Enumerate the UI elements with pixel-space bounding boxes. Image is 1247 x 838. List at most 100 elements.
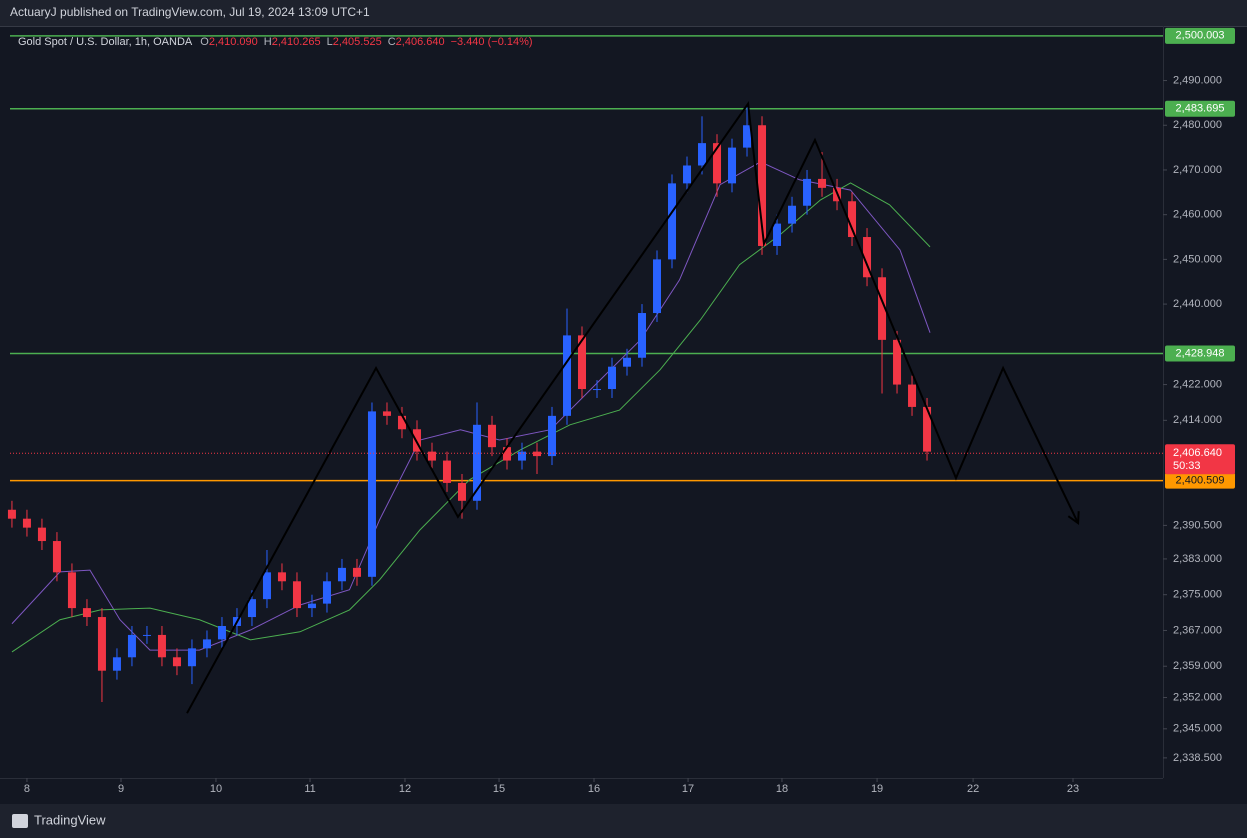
brand-logo <box>12 814 28 828</box>
candle-body <box>487 424 496 448</box>
legend-key: O <box>200 36 209 48</box>
candle-body <box>37 527 46 542</box>
legend-key: L <box>327 36 333 48</box>
candle-body <box>22 518 31 528</box>
candle-body <box>908 384 917 407</box>
candle-body <box>397 415 406 430</box>
candle-body <box>593 389 602 391</box>
y-tick-label: 2,450.000 <box>1173 253 1222 265</box>
x-tick-label: 10 <box>210 783 222 795</box>
level-label-box <box>1165 27 1235 44</box>
legend-value: 2,410.265 <box>272 36 321 48</box>
level-label-box <box>1165 345 1235 362</box>
candle-body <box>142 634 151 636</box>
legend-value: 2,406.640 <box>396 36 445 48</box>
candle-body <box>307 603 316 609</box>
candle-body <box>623 357 632 367</box>
candle-body <box>683 165 692 184</box>
candle-body <box>202 639 211 649</box>
legend-symbol: Gold Spot / U.S. Dollar, 1h, OANDA <box>18 36 193 48</box>
candle-body <box>187 648 196 667</box>
legend-value: 2,410.090 <box>209 36 258 48</box>
candle-body <box>893 339 902 385</box>
x-tick-label: 9 <box>118 783 124 795</box>
candle-body <box>517 451 526 461</box>
y-tick-label: 2,375.000 <box>1173 589 1222 601</box>
candle-body <box>112 657 121 671</box>
candle-body <box>668 183 677 260</box>
x-tick-label: 16 <box>588 783 600 795</box>
legend-key: H <box>264 36 272 48</box>
candle-body <box>923 406 932 452</box>
candle-body <box>638 313 647 358</box>
legend-change: −3.440 (−0.14%) <box>451 36 533 48</box>
candle-body <box>97 617 106 671</box>
candle-body <box>382 411 391 416</box>
candle-body <box>247 599 256 618</box>
candle-body <box>878 277 887 340</box>
y-tick-label: 2,383.000 <box>1173 553 1222 565</box>
candle-body <box>788 205 797 224</box>
level-label-box <box>1165 472 1235 489</box>
candle-body <box>562 335 571 416</box>
x-tick-label: 15 <box>493 783 505 795</box>
candle-body <box>127 634 136 658</box>
x-tick-label: 17 <box>682 783 694 795</box>
level-label: 2,500.003 <box>1176 30 1225 42</box>
candle-body <box>743 125 752 148</box>
candle-body <box>52 541 61 573</box>
moving-average <box>11 161 931 651</box>
y-tick-label: 2,352.000 <box>1173 691 1222 703</box>
y-tick-label: 2,414.000 <box>1173 414 1222 426</box>
publisher: ActuaryJ published on TradingView.com, J… <box>10 5 370 19</box>
y-tick-label: 2,480.000 <box>1173 119 1222 131</box>
candle-body <box>172 657 181 667</box>
x-tick-label: 11 <box>304 783 315 795</box>
candle-body <box>608 366 617 390</box>
candle-body <box>277 572 286 582</box>
candle-body <box>577 335 586 390</box>
y-tick-label: 2,422.000 <box>1173 378 1222 390</box>
candle-body <box>773 223 782 246</box>
candle-body <box>698 143 707 166</box>
candle-body <box>803 178 812 206</box>
candle-body <box>67 572 76 609</box>
plot <box>7 35 1163 714</box>
chart-area <box>0 26 1247 804</box>
candle-body <box>337 567 346 582</box>
candle-body <box>848 201 857 238</box>
y-tick-label: 2,460.000 <box>1173 209 1222 221</box>
last-price-label: 2,406.640 <box>1173 447 1222 459</box>
y-tick-label: 2,440.000 <box>1173 298 1222 310</box>
y-tick-label: 2,490.000 <box>1173 74 1222 86</box>
level-label: 2,400.509 <box>1176 475 1225 487</box>
countdown: 50:33 <box>1173 460 1201 472</box>
bottom-bar <box>0 804 1247 838</box>
candle-body <box>352 567 361 577</box>
candle-body <box>157 634 166 658</box>
candle-body <box>367 411 376 577</box>
candle-body <box>472 424 481 501</box>
candle-body <box>728 147 737 184</box>
candle-body <box>502 447 511 461</box>
x-tick-label: 8 <box>24 783 30 795</box>
x-tick-label: 23 <box>1067 783 1079 795</box>
candle-body <box>818 178 827 188</box>
brand: TradingView <box>34 812 106 827</box>
y-tick-label: 2,390.500 <box>1173 519 1222 531</box>
candle-body <box>457 482 466 501</box>
legend-key: C <box>388 36 396 48</box>
y-tick-label: 2,359.000 <box>1173 660 1222 672</box>
legend-value: 2,405.525 <box>333 36 382 48</box>
candle-body <box>7 509 16 519</box>
legend: Gold Spot / U.S. Dollar, 1h, OANDA O2,410… <box>18 36 533 48</box>
candle-body <box>532 451 541 457</box>
candle-body <box>547 415 556 457</box>
candle-body <box>713 143 722 184</box>
candle-body <box>262 572 271 600</box>
x-tick-label: 18 <box>776 783 788 795</box>
candle-body <box>292 581 301 609</box>
y-tick-label: 2,338.500 <box>1173 752 1222 764</box>
x-tick-label: 22 <box>967 783 979 795</box>
